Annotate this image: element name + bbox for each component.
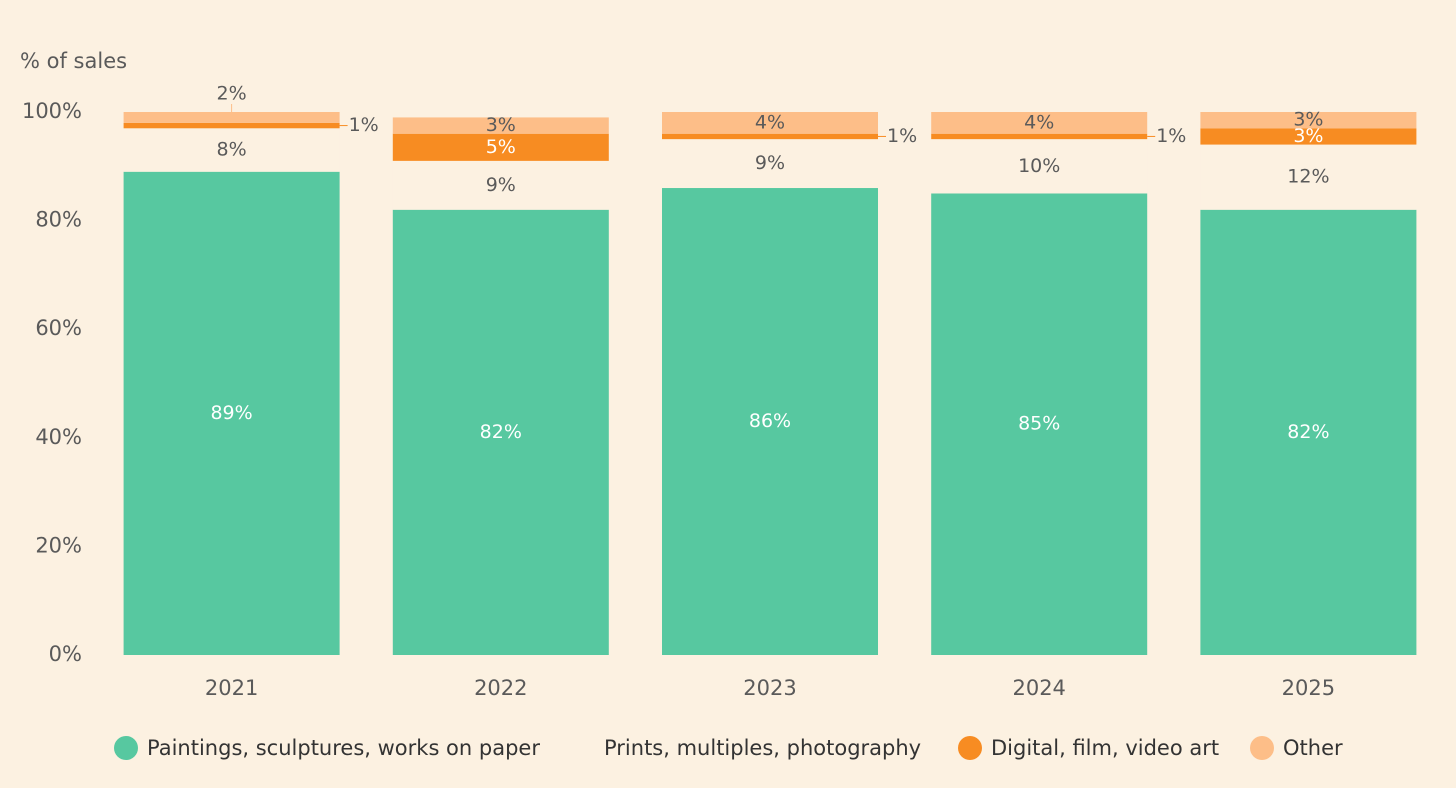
value-label: 5% <box>486 136 516 158</box>
y-axis-label: % of sales <box>20 49 127 73</box>
bar-segment <box>931 193 1148 655</box>
bar-segment <box>931 112 1148 134</box>
bar-segment <box>392 209 609 656</box>
bar-segment <box>931 133 1148 140</box>
value-label: 10% <box>1018 155 1060 177</box>
y-tick-label: 80% <box>35 208 82 232</box>
x-tick-label: 2024 <box>1012 676 1065 700</box>
bar-segment <box>662 133 878 140</box>
bar-segment <box>123 122 340 129</box>
bar-segment <box>1200 144 1417 210</box>
bar-segment <box>392 117 609 134</box>
legend-marker <box>958 736 982 760</box>
value-label: 8% <box>217 139 247 161</box>
bar-segment <box>662 139 878 189</box>
value-label: 86% <box>749 410 791 432</box>
value-label: 1% <box>1156 125 1186 147</box>
legend-label: Prints, multiples, photography <box>604 736 921 760</box>
bar-segment <box>123 112 340 123</box>
legend-label: Digital, film, video art <box>991 736 1219 760</box>
value-label: 82% <box>480 421 522 443</box>
x-tick-label: 2023 <box>743 676 796 700</box>
bar-segment <box>1200 209 1417 656</box>
legend-label: Other <box>1283 736 1343 760</box>
value-label: 4% <box>755 111 785 133</box>
value-label: 3% <box>486 114 516 136</box>
bar-segment <box>392 160 609 210</box>
y-tick-label: 100% <box>22 99 82 123</box>
y-tick-label: 20% <box>35 533 82 557</box>
y-tick-label: 60% <box>35 316 82 340</box>
bar-segment <box>931 139 1148 194</box>
value-label: 1% <box>887 125 917 147</box>
legend-label: Paintings, sculptures, works on paper <box>147 736 540 760</box>
bar-segment <box>1200 112 1417 129</box>
value-label: 1% <box>349 114 379 136</box>
y-tick-label: 40% <box>35 425 82 449</box>
value-label: 3% <box>1293 125 1323 147</box>
bar-segment <box>662 112 878 134</box>
x-tick-label: 2025 <box>1282 676 1335 700</box>
y-tick-label: 0% <box>49 642 82 666</box>
value-label: 12% <box>1287 166 1329 188</box>
value-label: 2% <box>217 83 247 105</box>
value-label: 3% <box>1293 109 1323 131</box>
bar-segment <box>662 188 878 655</box>
x-tick-label: 2021 <box>205 676 258 700</box>
value-label: 9% <box>486 174 516 196</box>
value-label: 85% <box>1018 413 1060 435</box>
bar-segment <box>123 171 340 656</box>
x-tick-label: 2022 <box>474 676 527 700</box>
bar-segment <box>1200 128 1417 145</box>
value-label: 82% <box>1287 421 1329 443</box>
value-label: 4% <box>1024 111 1054 133</box>
legend-marker <box>114 736 138 760</box>
value-label: 89% <box>210 402 252 424</box>
value-label: 9% <box>755 152 785 174</box>
legend-marker <box>1250 736 1274 760</box>
legend-marker <box>571 736 595 760</box>
bar-segment <box>392 133 609 161</box>
bar-segment <box>123 128 340 172</box>
